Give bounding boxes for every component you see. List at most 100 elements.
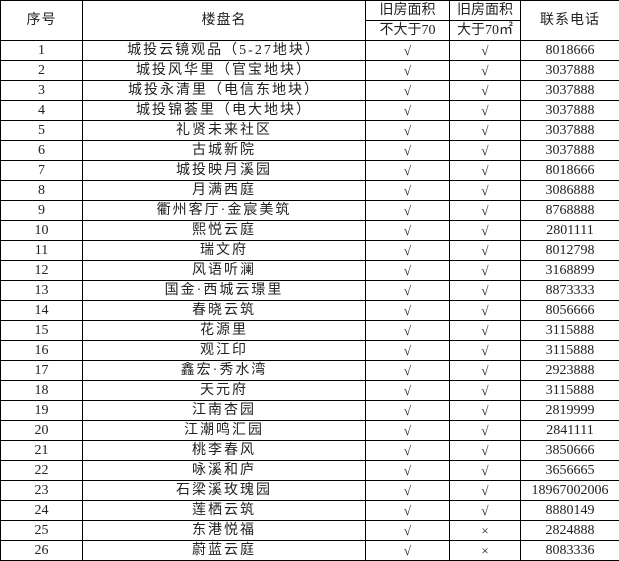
cell-gt70: √ <box>449 240 521 261</box>
cell-name: 天元府 <box>82 380 366 401</box>
cell-index: 13 <box>0 280 83 301</box>
cell-name: 城投映月溪园 <box>82 160 366 181</box>
cell-le70: √ <box>365 180 450 201</box>
cell-phone: 8018666 <box>520 40 619 61</box>
table-row: 12 风语听澜 √ √ 3168899 <box>0 260 619 281</box>
cell-index: 21 <box>0 440 83 461</box>
table-row: 1 城投云镜观品（5-27地块） √ √ 8018666 <box>0 40 619 61</box>
cell-phone: 2841111 <box>520 420 619 441</box>
cell-le70: √ <box>365 80 450 101</box>
table-row: 11 瑞文府 √ √ 8012798 <box>0 240 619 261</box>
cell-gt70: √ <box>449 60 521 81</box>
cell-index: 25 <box>0 520 83 541</box>
cell-phone: 3086888 <box>520 180 619 201</box>
cell-phone: 8056666 <box>520 300 619 321</box>
header-old-area-2: 旧房面积 <box>449 0 521 21</box>
table-row: 24 莲栖云筑 √ √ 8880149 <box>0 500 619 521</box>
cell-gt70: √ <box>449 320 521 341</box>
cell-gt70: √ <box>449 260 521 281</box>
cell-le70: √ <box>365 320 450 341</box>
cell-name: 江南杏园 <box>82 400 366 421</box>
cell-phone: 8880149 <box>520 500 619 521</box>
cell-le70: √ <box>365 220 450 241</box>
cell-phone: 3115888 <box>520 320 619 341</box>
cell-le70: √ <box>365 40 450 61</box>
cell-name: 衢州客厅·金宸美筑 <box>82 200 366 221</box>
cell-name: 东港悦福 <box>82 520 366 541</box>
cell-phone: 2819999 <box>520 400 619 421</box>
table-row: 16 观江印 √ √ 3115888 <box>0 340 619 361</box>
cell-index: 12 <box>0 260 83 281</box>
cell-index: 3 <box>0 80 83 101</box>
cell-le70: √ <box>365 140 450 161</box>
cell-index: 22 <box>0 460 83 481</box>
cell-name: 月满西庭 <box>82 180 366 201</box>
cell-index: 16 <box>0 340 83 361</box>
table-row: 2 城投风华里（官宝地块） √ √ 3037888 <box>0 60 619 81</box>
cell-index: 15 <box>0 320 83 341</box>
cell-phone: 2923888 <box>520 360 619 381</box>
header-name: 楼盘名 <box>82 0 366 41</box>
cell-le70: √ <box>365 460 450 481</box>
cell-gt70: √ <box>449 360 521 381</box>
cell-gt70: √ <box>449 440 521 461</box>
cell-phone: 3656665 <box>520 460 619 481</box>
cell-name: 城投锦荟里（电大地块） <box>82 100 366 121</box>
cell-le70: √ <box>365 520 450 541</box>
header-old-area-1: 旧房面积 <box>365 0 450 21</box>
cell-index: 26 <box>0 540 83 561</box>
cell-index: 18 <box>0 380 83 401</box>
table-body: 1 城投云镜观品（5-27地块） √ √ 8018666 2 城投风华里（官宝地块） √ √ 30… <box>0 40 619 561</box>
table-row: 3 城投永清里（电信东地块） √ √ 3037888 <box>0 80 619 101</box>
cell-phone: 3037888 <box>520 100 619 121</box>
table-row: 26 蔚蓝云庭 √ × 8083336 <box>0 540 619 561</box>
cell-index: 7 <box>0 160 83 181</box>
cell-le70: √ <box>365 60 450 81</box>
table-row: 19 江南杏园 √ √ 2819999 <box>0 400 619 421</box>
cell-gt70: √ <box>449 140 521 161</box>
cell-name: 城投风华里（官宝地块） <box>82 60 366 81</box>
cell-name: 鑫宏·秀水湾 <box>82 360 366 381</box>
table-row: 17 鑫宏·秀水湾 √ √ 2923888 <box>0 360 619 381</box>
cell-index: 10 <box>0 220 83 241</box>
cell-phone: 8018666 <box>520 160 619 181</box>
cell-gt70: √ <box>449 340 521 361</box>
cell-gt70: √ <box>449 220 521 241</box>
table-row: 25 东港悦福 √ × 2824888 <box>0 520 619 541</box>
cell-le70: √ <box>365 300 450 321</box>
cell-le70: √ <box>365 440 450 461</box>
header-gt70: 大于70㎡ <box>449 20 521 41</box>
cell-le70: √ <box>365 280 450 301</box>
cell-index: 9 <box>0 200 83 221</box>
cell-phone: 8012798 <box>520 240 619 261</box>
table-row: 5 礼贤未来社区 √ √ 3037888 <box>0 120 619 141</box>
table-row: 23 石梁溪玫瑰园 √ √ 18967002006 <box>0 480 619 501</box>
cell-gt70: √ <box>449 40 521 61</box>
table-row: 18 天元府 √ √ 3115888 <box>0 380 619 401</box>
cell-phone: 3037888 <box>520 60 619 81</box>
cell-gt70: × <box>449 520 521 541</box>
cell-phone: 3850666 <box>520 440 619 461</box>
cell-phone: 2824888 <box>520 520 619 541</box>
cell-gt70: √ <box>449 480 521 501</box>
cell-le70: √ <box>365 340 450 361</box>
cell-name: 礼贤未来社区 <box>82 120 366 141</box>
cell-name: 江潮鸣汇园 <box>82 420 366 441</box>
cell-gt70: √ <box>449 100 521 121</box>
cell-le70: √ <box>365 240 450 261</box>
cell-le70: √ <box>365 400 450 421</box>
cell-phone: 2801111 <box>520 220 619 241</box>
table-row: 8 月满西庭 √ √ 3086888 <box>0 180 619 201</box>
cell-index: 5 <box>0 120 83 141</box>
table-row: 7 城投映月溪园 √ √ 8018666 <box>0 160 619 181</box>
cell-index: 6 <box>0 140 83 161</box>
cell-index: 11 <box>0 240 83 261</box>
table-row: 4 城投锦荟里（电大地块） √ √ 3037888 <box>0 100 619 121</box>
table-row: 13 国金·西城云璟里 √ √ 8873333 <box>0 280 619 301</box>
cell-le70: √ <box>365 500 450 521</box>
cell-name: 城投永清里（电信东地块） <box>82 80 366 101</box>
cell-name: 咏溪和庐 <box>82 460 366 481</box>
cell-name: 蔚蓝云庭 <box>82 540 366 561</box>
cell-phone: 3037888 <box>520 120 619 141</box>
